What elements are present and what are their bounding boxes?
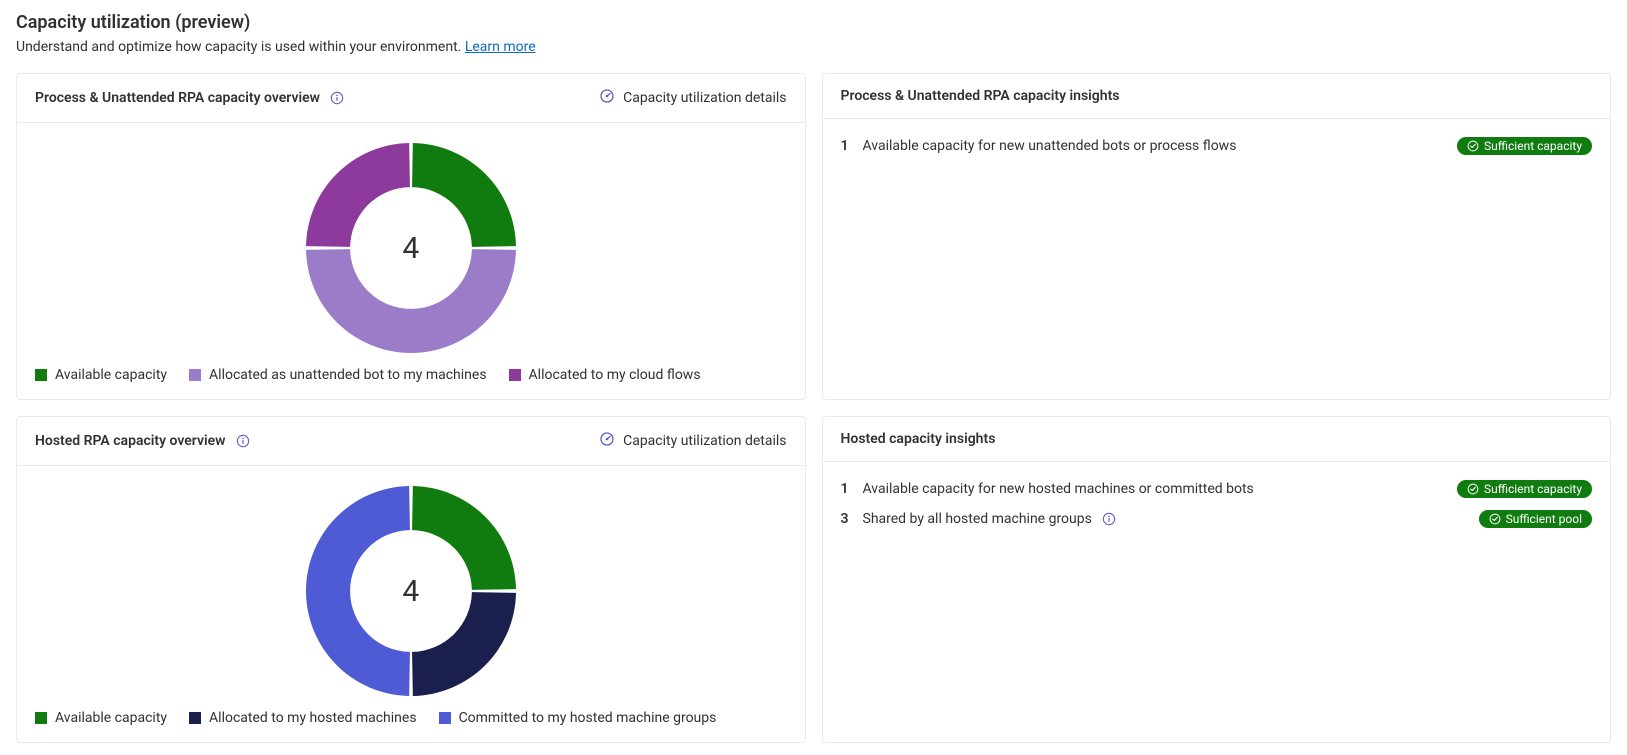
check-icon: [1467, 140, 1479, 152]
info-icon[interactable]: [330, 91, 344, 105]
hosted-donut-chart: 4: [306, 486, 516, 696]
legend-label: Committed to my hosted machine groups: [459, 710, 717, 726]
legend-item[interactable]: Committed to my hosted machine groups: [439, 710, 717, 726]
legend-item[interactable]: Available capacity: [35, 710, 167, 726]
legend-item[interactable]: Allocated as unattended bot to my machin…: [189, 367, 487, 383]
legend-label: Allocated to my hosted machines: [209, 710, 417, 726]
badge-label: Sufficient capacity: [1484, 139, 1582, 153]
legend-swatch: [439, 712, 451, 724]
process-overview-title: Process & Unattended RPA capacity overvi…: [35, 90, 320, 106]
legend-swatch: [189, 369, 201, 381]
insight-text: Available capacity for new hosted machin…: [863, 481, 1254, 497]
insight-text: Available capacity for new unattended bo…: [863, 138, 1237, 154]
process-donut-total: 4: [306, 143, 516, 353]
legend-label: Allocated as unattended bot to my machin…: [209, 367, 487, 383]
gauge-icon: [599, 431, 615, 451]
page-subtitle: Understand and optimize how capacity is …: [16, 39, 1611, 55]
insight-count: 3: [841, 511, 853, 527]
capacity-details-label: Capacity utilization details: [623, 433, 786, 449]
capacity-details-label: Capacity utilization details: [623, 90, 786, 106]
page-title: Capacity utilization (preview): [16, 12, 1611, 33]
hosted-legend: Available capacity Allocated to my hosted…: [35, 706, 787, 726]
status-badge: Sufficient capacity: [1457, 480, 1592, 498]
legend-item[interactable]: Allocated to my hosted machines: [189, 710, 417, 726]
badge-label: Sufficient capacity: [1484, 482, 1582, 496]
legend-label: Available capacity: [55, 367, 167, 383]
hosted-insights-card: Hosted capacity insights 1 Available capa…: [822, 416, 1612, 743]
insight-row: 3 Shared by all hosted machine groups Suff…: [841, 504, 1593, 534]
process-legend: Available capacity Allocated as unattende…: [35, 363, 787, 383]
insight-count: 1: [841, 481, 853, 497]
insight-text: Shared by all hosted machine groups: [863, 511, 1092, 527]
legend-swatch: [35, 712, 47, 724]
insight-count: 1: [841, 138, 853, 154]
insight-row: 1 Available capacity for new unattended b…: [841, 131, 1593, 161]
info-icon[interactable]: [236, 434, 250, 448]
process-overview-card: Process & Unattended RPA capacity overvi…: [16, 73, 806, 400]
status-badge: Sufficient pool: [1479, 510, 1592, 528]
info-icon[interactable]: [1102, 512, 1116, 526]
learn-more-link[interactable]: Learn more: [465, 39, 536, 55]
page-subtitle-text: Understand and optimize how capacity is …: [16, 39, 461, 55]
legend-swatch: [189, 712, 201, 724]
hosted-overview-title: Hosted RPA capacity overview: [35, 433, 226, 449]
legend-item[interactable]: Allocated to my cloud flows: [509, 367, 701, 383]
badge-label: Sufficient pool: [1506, 512, 1582, 526]
legend-item[interactable]: Available capacity: [35, 367, 167, 383]
process-insights-title: Process & Unattended RPA capacity insigh…: [841, 88, 1120, 104]
gauge-icon: [599, 88, 615, 108]
check-icon: [1489, 513, 1501, 525]
hosted-overview-card: Hosted RPA capacity overview Capacity ut…: [16, 416, 806, 743]
check-icon: [1467, 483, 1479, 495]
process-insights-list: 1 Available capacity for new unattended b…: [823, 119, 1611, 177]
capacity-details-link[interactable]: Capacity utilization details: [599, 88, 786, 108]
legend-label: Available capacity: [55, 710, 167, 726]
legend-swatch: [35, 369, 47, 381]
capacity-details-link[interactable]: Capacity utilization details: [599, 431, 786, 451]
insight-row: 1 Available capacity for new hosted machi…: [841, 474, 1593, 504]
process-insights-card: Process & Unattended RPA capacity insigh…: [822, 73, 1612, 400]
hosted-insights-title: Hosted capacity insights: [841, 431, 996, 447]
process-donut-chart: 4: [306, 143, 516, 353]
hosted-insights-list: 1 Available capacity for new hosted machi…: [823, 462, 1611, 550]
legend-label: Allocated to my cloud flows: [529, 367, 701, 383]
hosted-donut-total: 4: [306, 486, 516, 696]
status-badge: Sufficient capacity: [1457, 137, 1592, 155]
legend-swatch: [509, 369, 521, 381]
